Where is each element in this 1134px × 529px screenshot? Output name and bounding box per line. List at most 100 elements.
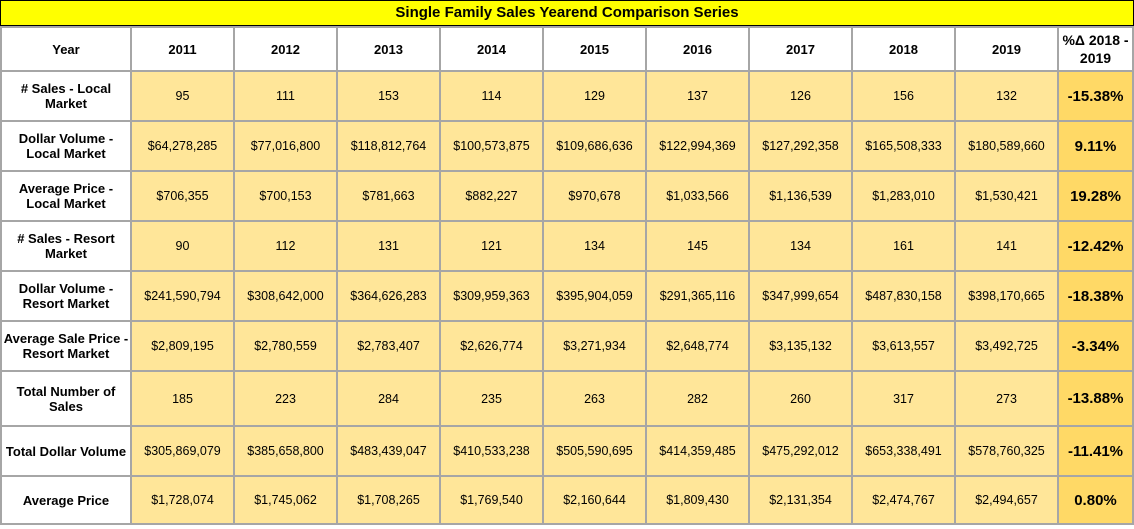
change-cell: -18.38% <box>1057 270 1134 322</box>
table-row: Total Dollar Volume $305,869,079 $385,658,… <box>0 425 1134 477</box>
value-cell-2019: $180,589,660 <box>954 120 1059 172</box>
value-cell-2014: $410,533,238 <box>439 425 544 477</box>
year-header-2014: 2014 <box>439 26 544 72</box>
value-cell-2016: $1,809,430 <box>645 475 750 525</box>
change-cell: 9.11% <box>1057 120 1134 172</box>
row-label: Total Dollar Volume <box>0 425 132 477</box>
value-cell-2013: $1,708,265 <box>336 475 441 525</box>
value-cell-2017: $3,135,132 <box>748 320 853 372</box>
table-row: Dollar Volume - Local Market $64,278,285 $… <box>0 120 1134 172</box>
value-cell-2012: $700,153 <box>233 170 338 222</box>
value-cell-2018: $165,508,333 <box>851 120 956 172</box>
value-cell-2011: $64,278,285 <box>130 120 235 172</box>
row-label: # Sales - Resort Market <box>0 220 132 272</box>
value-cell-2017: $347,999,654 <box>748 270 853 322</box>
value-cell-2013: $483,439,047 <box>336 425 441 477</box>
table-row: Average Sale Price - Resort Market $2,809… <box>0 320 1134 372</box>
value-cell-2013: 131 <box>336 220 441 272</box>
value-cell-2012: $308,642,000 <box>233 270 338 322</box>
value-cell-2016: 145 <box>645 220 750 272</box>
value-cell-2015: 263 <box>542 370 647 427</box>
change-cell: -13.88% <box>1057 370 1134 427</box>
value-cell-2011: $305,869,079 <box>130 425 235 477</box>
value-cell-2012: $1,745,062 <box>233 475 338 525</box>
year-header-2012: 2012 <box>233 26 338 72</box>
row-label: # Sales - Local Market <box>0 70 132 122</box>
value-cell-2013: $2,783,407 <box>336 320 441 372</box>
value-cell-2011: 90 <box>130 220 235 272</box>
value-cell-2016: $122,994,369 <box>645 120 750 172</box>
row-label: Average Sale Price - Resort Market <box>0 320 132 372</box>
value-cell-2012: 223 <box>233 370 338 427</box>
value-cell-2016: $291,365,116 <box>645 270 750 322</box>
value-cell-2015: $970,678 <box>542 170 647 222</box>
value-cell-2011: $706,355 <box>130 170 235 222</box>
table-body: # Sales - Local Market 95 111 153 114 129 137 1… <box>0 70 1134 525</box>
value-cell-2016: $1,033,566 <box>645 170 750 222</box>
value-cell-2019: $578,760,325 <box>954 425 1059 477</box>
change-cell: -3.34% <box>1057 320 1134 372</box>
value-cell-2014: $309,959,363 <box>439 270 544 322</box>
value-cell-2017: 126 <box>748 70 853 122</box>
change-cell: 0.80% <box>1057 475 1134 525</box>
value-cell-2019: $3,492,725 <box>954 320 1059 372</box>
value-cell-2014: 114 <box>439 70 544 122</box>
value-cell-2018: $2,474,767 <box>851 475 956 525</box>
row-label: Total Number of Sales <box>0 370 132 427</box>
value-cell-2018: $487,830,158 <box>851 270 956 322</box>
value-cell-2018: $653,338,491 <box>851 425 956 477</box>
change-cell: -11.41% <box>1057 425 1134 477</box>
value-cell-2016: 137 <box>645 70 750 122</box>
value-cell-2019: $398,170,665 <box>954 270 1059 322</box>
value-cell-2018: $1,283,010 <box>851 170 956 222</box>
row-label: Average Price - Local Market <box>0 170 132 222</box>
table-row: Average Price - Local Market $706,355 $700… <box>0 170 1134 222</box>
value-cell-2014: $100,573,875 <box>439 120 544 172</box>
comparison-table: Year 2011 2012 2013 2014 2015 2016 2017 … <box>0 26 1134 525</box>
table-row: # Sales - Local Market 95 111 153 114 129 137 1… <box>0 70 1134 122</box>
table-row: Total Number of Sales 185 223 284 235 263 282 2… <box>0 370 1134 427</box>
value-cell-2016: $414,359,485 <box>645 425 750 477</box>
value-cell-2012: 111 <box>233 70 338 122</box>
value-cell-2012: $2,780,559 <box>233 320 338 372</box>
value-cell-2014: 121 <box>439 220 544 272</box>
year-header-2018: 2018 <box>851 26 956 72</box>
value-cell-2011: $241,590,794 <box>130 270 235 322</box>
value-cell-2014: 235 <box>439 370 544 427</box>
value-cell-2019: 132 <box>954 70 1059 122</box>
year-header-2019: 2019 <box>954 26 1059 72</box>
table-row: Dollar Volume - Resort Market $241,590,79… <box>0 270 1134 322</box>
value-cell-2013: $781,663 <box>336 170 441 222</box>
value-cell-2018: 161 <box>851 220 956 272</box>
value-cell-2015: 134 <box>542 220 647 272</box>
row-label: Dollar Volume - Resort Market <box>0 270 132 322</box>
change-cell: 19.28% <box>1057 170 1134 222</box>
value-cell-2011: 185 <box>130 370 235 427</box>
value-cell-2014: $2,626,774 <box>439 320 544 372</box>
value-cell-2017: $475,292,012 <box>748 425 853 477</box>
value-cell-2016: 282 <box>645 370 750 427</box>
value-cell-2015: $2,160,644 <box>542 475 647 525</box>
row-label: Average Price <box>0 475 132 525</box>
value-cell-2014: $1,769,540 <box>439 475 544 525</box>
value-cell-2011: $1,728,074 <box>130 475 235 525</box>
value-cell-2017: $127,292,358 <box>748 120 853 172</box>
value-cell-2012: 112 <box>233 220 338 272</box>
value-cell-2012: $77,016,800 <box>233 120 338 172</box>
year-header-2015: 2015 <box>542 26 647 72</box>
value-cell-2017: 134 <box>748 220 853 272</box>
year-header-2011: 2011 <box>130 26 235 72</box>
value-cell-2018: 317 <box>851 370 956 427</box>
value-cell-2011: 95 <box>130 70 235 122</box>
table-row: Average Price $1,728,074 $1,745,062 $1,708,… <box>0 475 1134 525</box>
change-header: %Δ 2018 - 2019 <box>1057 26 1134 72</box>
value-cell-2019: 141 <box>954 220 1059 272</box>
year-header: Year <box>0 26 132 72</box>
value-cell-2015: $3,271,934 <box>542 320 647 372</box>
value-cell-2013: 284 <box>336 370 441 427</box>
change-cell: -12.42% <box>1057 220 1134 272</box>
year-header-2013: 2013 <box>336 26 441 72</box>
value-cell-2013: 153 <box>336 70 441 122</box>
header-row: Year 2011 2012 2013 2014 2015 2016 2017 … <box>0 26 1134 72</box>
value-cell-2015: 129 <box>542 70 647 122</box>
